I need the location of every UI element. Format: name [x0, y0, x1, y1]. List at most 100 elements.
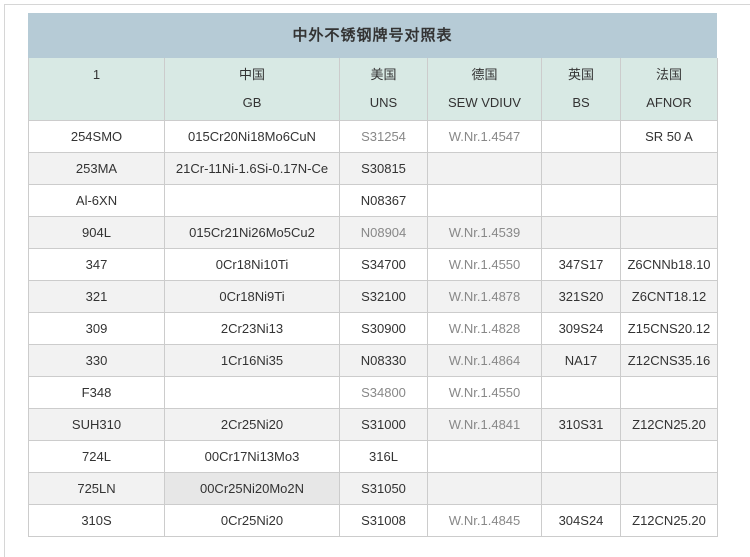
grade-cell: Z12CN25.20: [620, 408, 718, 441]
grade-cell: S31254: [339, 120, 428, 153]
grade-cell: S30900: [339, 312, 428, 345]
grade-cell: W.Nr.1.4550: [427, 376, 542, 409]
column-header: 1: [28, 58, 165, 121]
table-row: Al-6XN N08367: [28, 184, 718, 217]
grade-cell: 310S: [28, 504, 165, 537]
grade-cell: W.Nr.1.4845: [427, 504, 542, 537]
grade-cell: [620, 440, 718, 473]
grade-cell: [541, 184, 621, 217]
grade-cell: [541, 472, 621, 505]
grade-cell: [541, 216, 621, 249]
grade-cell: W.Nr.1.4878: [427, 280, 542, 313]
table-row: 904L 015Cr21Ni26Mo5Cu2 N08904 W.Nr.1.4539: [28, 216, 718, 249]
table-row: 725LN 00Cr25Ni20Mo2N S31050: [28, 472, 718, 505]
grade-cell: 0Cr18Ni10Ti: [164, 248, 340, 281]
grade-cell: [164, 184, 340, 217]
grade-cell: W.Nr.1.4864: [427, 344, 542, 377]
grade-cell: [620, 184, 718, 217]
grade-cell: [427, 152, 542, 185]
grade-cell: W.Nr.1.4539: [427, 216, 542, 249]
grade-cell: 321S20: [541, 280, 621, 313]
column-header: 中国 GB: [164, 58, 340, 121]
grade-cell: 347: [28, 248, 165, 281]
grade-cell: W.Nr.1.4841: [427, 408, 542, 441]
grade-cell: [541, 120, 621, 153]
table-row: SUH310 2Cr25Ni20 S31000 W.Nr.1.4841 310S31 Z1…: [28, 408, 718, 441]
column-header-country: 中国: [238, 67, 265, 82]
grade-cell: 330: [28, 344, 165, 377]
grade-cell: N08330: [339, 344, 428, 377]
table-row: 254SMO 015Cr20Ni18Mo6CuN S31254 W.Nr.1.4547…: [28, 120, 718, 153]
column-header: 法国 AFNOR: [620, 58, 718, 121]
column-header-country: 1: [92, 67, 101, 82]
grade-cell: 316L: [339, 440, 428, 473]
grade-cell: [620, 472, 718, 505]
table-row: F348 S34800 W.Nr.1.4550: [28, 376, 718, 409]
grade-cell: 725LN: [28, 472, 165, 505]
grade-cell: [620, 376, 718, 409]
column-header-standard: UNS: [369, 95, 398, 110]
grade-cell: [427, 440, 542, 473]
grade-cell: W.Nr.1.4550: [427, 248, 542, 281]
grade-cell: W.Nr.1.4547: [427, 120, 542, 153]
grade-cell: S34800: [339, 376, 428, 409]
column-header: 德国 SEW VDIUV: [427, 58, 542, 121]
table-row: 330 1Cr16Ni35 N08330 W.Nr.1.4864 NA17 Z12CNS3…: [28, 344, 718, 377]
grade-cell: 253MA: [28, 152, 165, 185]
grade-cell: W.Nr.1.4828: [427, 312, 542, 345]
table-row: 253MA 21Cr-11Ni-1.6Si-0.17N-Ce S30815: [28, 152, 718, 185]
table-row: 724L 00Cr17Ni13Mo3 316L: [28, 440, 718, 473]
grade-cell: SR 50 A: [620, 120, 718, 153]
steel-grade-comparison-sheet: 中外不锈钢牌号对照表 1 中国 GB 美国 UNS 德国 SEW VDIUV 英国 BS 法国 AF…: [28, 13, 718, 537]
grade-cell: [427, 184, 542, 217]
grade-cell: S31050: [339, 472, 428, 505]
grade-cell: [427, 472, 542, 505]
grade-cell: [620, 216, 718, 249]
grade-cell: S31000: [339, 408, 428, 441]
grade-cell: 0Cr25Ni20: [164, 504, 340, 537]
table-row: 321 0Cr18Ni9Ti S32100 W.Nr.1.4878 321S20 Z6CN…: [28, 280, 718, 313]
grade-cell: 21Cr-11Ni-1.6Si-0.17N-Ce: [164, 152, 340, 185]
grade-cell: NA17: [541, 344, 621, 377]
column-header-standard: BS: [572, 95, 590, 110]
column-header-standard: SEW VDIUV: [448, 95, 521, 110]
grade-cell: 00Cr25Ni20Mo2N: [164, 472, 340, 505]
grade-cell: F348: [28, 376, 165, 409]
grade-cell: [541, 152, 621, 185]
grade-cell: 310S31: [541, 408, 621, 441]
grade-cell: 2Cr23Ni13: [164, 312, 340, 345]
grade-cell: 254SMO: [28, 120, 165, 153]
column-header: 美国 UNS: [339, 58, 428, 121]
grade-cell: N08367: [339, 184, 428, 217]
column-header-standard: GB: [242, 95, 262, 110]
table-row: 310S 0Cr25Ni20 S31008 W.Nr.1.4845 304S24 Z12C…: [28, 504, 718, 537]
grade-cell: [541, 376, 621, 409]
column-header-standard: AFNOR: [646, 95, 692, 110]
grade-cell: 904L: [28, 216, 165, 249]
grade-cell: 309S24: [541, 312, 621, 345]
grade-cell: N08904: [339, 216, 428, 249]
grade-cell: S32100: [339, 280, 428, 313]
grade-cell: Z15CNS20.12: [620, 312, 718, 345]
column-header-country: 德国: [471, 67, 498, 82]
grade-cell: S34700: [339, 248, 428, 281]
grade-cell: Al-6XN: [28, 184, 165, 217]
column-header-standard: [30, 89, 164, 120]
grade-cell: Z12CN25.20: [620, 504, 718, 537]
grade-cell: 1Cr16Ni35: [164, 344, 340, 377]
grade-cell: Z12CNS35.16: [620, 344, 718, 377]
column-header: 英国 BS: [541, 58, 621, 121]
grade-cell: 724L: [28, 440, 165, 473]
grade-cell: 015Cr20Ni18Mo6CuN: [164, 120, 340, 153]
grade-cell: 015Cr21Ni26Mo5Cu2: [164, 216, 340, 249]
grade-cell: 0Cr18Ni9Ti: [164, 280, 340, 313]
grade-cell: 2Cr25Ni20: [164, 408, 340, 441]
grade-cell: S30815: [339, 152, 428, 185]
column-header-country: 美国: [370, 67, 397, 82]
table-row: 347 0Cr18Ni10Ti S34700 W.Nr.1.4550 347S17 Z6C…: [28, 248, 718, 281]
column-header-country: 法国: [655, 67, 682, 82]
table-header-row: 1 中国 GB 美国 UNS 德国 SEW VDIUV 英国 BS 法国 AFNOR: [28, 58, 718, 121]
grade-cell: 304S24: [541, 504, 621, 537]
table-row: 309 2Cr23Ni13 S30900 W.Nr.1.4828 309S24 Z15CN…: [28, 312, 718, 345]
grade-cell: 309: [28, 312, 165, 345]
